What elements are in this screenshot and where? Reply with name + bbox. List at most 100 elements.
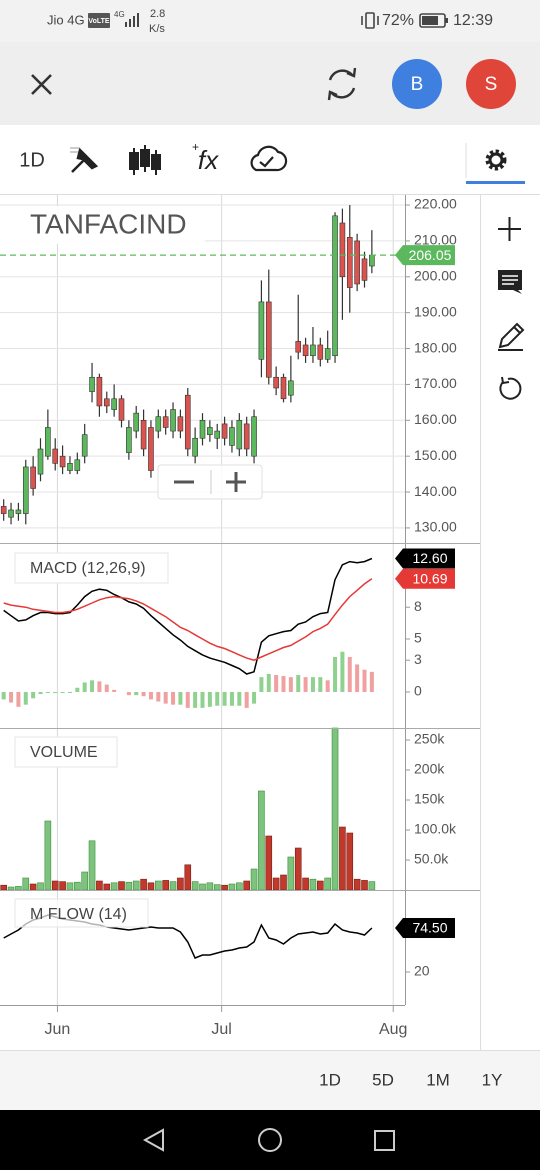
volume-bar — [103, 883, 111, 891]
volume-bar — [258, 790, 265, 891]
avatar-s[interactable] — [466, 59, 516, 109]
volume-bar — [59, 881, 66, 891]
y-tick-label: 140.00 — [414, 483, 457, 499]
y-tick-label: 5 — [414, 630, 422, 646]
candle-body — [126, 427, 132, 453]
y-tick-label: 130.00 — [414, 519, 457, 535]
candle-body — [184, 394, 191, 450]
volume-bar — [155, 880, 162, 891]
candle-body — [339, 222, 346, 278]
axes: Jun Jul Aug 130.00 140.00 150.00 160.00 170.00 1… — [0, 195, 480, 1038]
volume-bar — [88, 840, 96, 891]
macd-title-box — [14, 552, 169, 584]
indicator-button[interactable]: fx — [198, 145, 219, 175]
pin-icon[interactable] — [70, 147, 99, 173]
home-button[interactable] — [258, 1128, 282, 1152]
candle-body — [74, 459, 81, 471]
zoom-in[interactable] — [226, 472, 246, 492]
histogram-bar — [67, 691, 72, 694]
histogram-bar — [53, 691, 58, 694]
candle-body — [81, 434, 88, 457]
histogram-bar — [134, 691, 139, 696]
back-button[interactable] — [142, 1128, 164, 1152]
volume-bar — [199, 883, 206, 891]
volume-bar — [22, 877, 30, 891]
y-tick-label: 210.00 — [414, 232, 457, 248]
macd-title: MACD (12,26,9) — [30, 560, 146, 577]
histogram-bar — [112, 689, 117, 692]
candle-body — [170, 409, 176, 432]
candle-body — [258, 301, 265, 360]
clock: 12:39 — [453, 12, 493, 29]
volume-bar — [309, 878, 317, 891]
last-value-label-box — [395, 548, 455, 569]
comment-button[interactable] — [498, 270, 522, 294]
histogram-bar — [126, 691, 131, 696]
histogram-bar — [318, 677, 323, 692]
zoom-control — [157, 464, 263, 500]
timeframe-button[interactable]: 1M — [426, 1070, 450, 1089]
avatar-b[interactable] — [392, 59, 442, 109]
settings-button[interactable] — [485, 149, 507, 171]
interval-button[interactable]: 1D — [19, 149, 45, 171]
candle-body — [140, 420, 147, 450]
volume-bar — [147, 882, 155, 891]
histogram-bar — [244, 691, 249, 708]
candle-body — [177, 416, 184, 432]
histogram-bar — [97, 681, 102, 692]
candle-body — [52, 448, 59, 464]
histogram-bar — [222, 691, 227, 706]
volume-bar — [331, 727, 339, 891]
cloud-icon[interactable] — [250, 145, 288, 172]
volume-bar — [265, 835, 273, 891]
histogram-bar — [347, 657, 352, 692]
histogram-bar — [296, 675, 301, 692]
histogram-bar — [60, 691, 65, 694]
last-value-label: 74.50 — [412, 920, 447, 936]
histogram-bar — [82, 682, 87, 692]
volume-bar — [302, 877, 309, 891]
histogram-bar — [237, 691, 242, 706]
reset-button[interactable] — [499, 376, 522, 400]
histogram-bar — [45, 691, 50, 694]
histogram-bar — [325, 680, 330, 692]
y-tick-label: 250k — [414, 731, 445, 747]
candle-body — [207, 427, 213, 435]
volume-bar — [243, 880, 250, 891]
candle-body — [273, 376, 279, 389]
candle-body — [8, 509, 14, 518]
timeframe-button[interactable]: 1Y — [482, 1070, 503, 1089]
plus-glyph: + — [192, 140, 199, 154]
candle-body — [324, 348, 331, 360]
timeframe-button[interactable]: 5D — [372, 1070, 394, 1089]
last-price-label-box — [395, 245, 455, 266]
add-button[interactable] — [498, 217, 521, 241]
volume-bar — [339, 826, 346, 891]
volume-bar — [353, 878, 361, 891]
close-button[interactable] — [31, 74, 52, 95]
candles-icon[interactable] — [129, 145, 161, 175]
network: 4G — [114, 10, 125, 19]
candle-body — [103, 398, 110, 407]
candle-body — [192, 437, 198, 457]
histogram-bar — [90, 680, 95, 692]
recents-button[interactable] — [374, 1130, 395, 1151]
x-tick-label: Jun — [45, 1021, 71, 1038]
timeframe-button[interactable]: 1D — [319, 1070, 341, 1089]
speed-unit: K/s — [149, 23, 165, 35]
volume-bar — [7, 886, 15, 891]
histogram-bar — [16, 691, 21, 707]
candle-body — [288, 380, 294, 396]
x-tick-label: Jul — [211, 1021, 231, 1038]
symbol-box — [0, 206, 205, 244]
histogram-bar — [141, 691, 146, 697]
plot-area — [0, 195, 405, 1005]
candle-body — [354, 240, 360, 285]
candle-body — [199, 420, 206, 439]
draw-button[interactable] — [498, 322, 525, 351]
candle-body — [317, 344, 324, 360]
last-value-label: 12.60 — [412, 550, 447, 566]
histogram-bar — [38, 691, 43, 695]
refresh-button[interactable] — [327, 67, 357, 101]
